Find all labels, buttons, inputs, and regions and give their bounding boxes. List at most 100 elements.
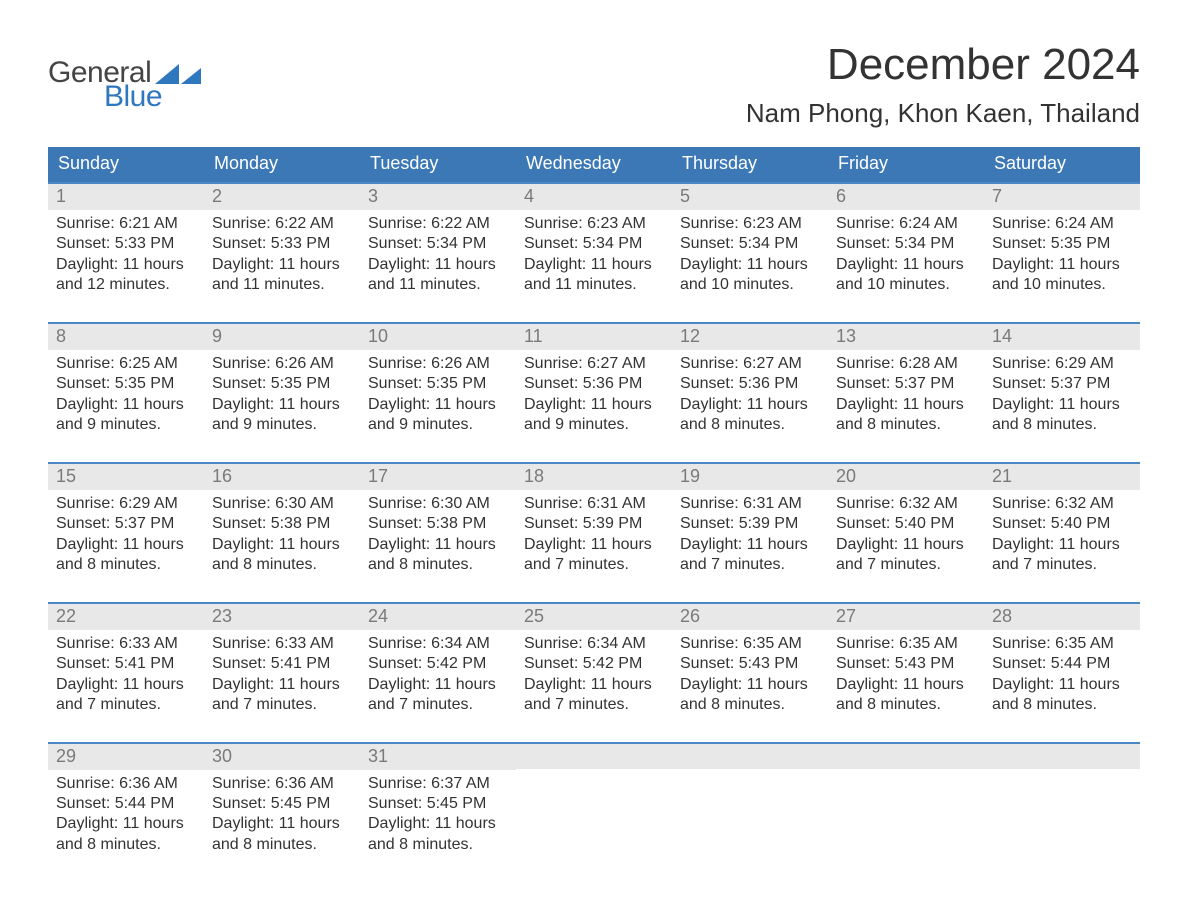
sunrise-text: Sunrise: 6:34 AM [524, 634, 664, 654]
daylight-text: Daylight: 11 hours and 9 minutes. [56, 395, 196, 436]
sunrise-text: Sunrise: 6:30 AM [368, 494, 508, 514]
day-of-week-cell: Tuesday [360, 147, 516, 182]
logo-text-line2: Blue [104, 82, 201, 112]
sunset-text: Sunset: 5:37 PM [836, 374, 976, 394]
daylight-text: Daylight: 11 hours and 7 minutes. [992, 535, 1132, 576]
sunrise-text: Sunrise: 6:22 AM [212, 214, 352, 234]
day-of-week-cell: Friday [828, 147, 984, 182]
sunrise-text: Sunrise: 6:23 AM [680, 214, 820, 234]
sunrise-text: Sunrise: 6:28 AM [836, 354, 976, 374]
calendar-day-cell: 25 Sunrise: 6:34 AMSunset: 5:42 PMDayligh… [516, 604, 672, 716]
day-details: Sunrise: 6:34 AMSunset: 5:42 PMDaylight:… [360, 630, 516, 716]
day-details: Sunrise: 6:37 AMSunset: 5:45 PMDaylight:… [360, 770, 516, 856]
daylight-text: Daylight: 11 hours and 7 minutes. [524, 675, 664, 716]
sunrise-text: Sunrise: 6:35 AM [836, 634, 976, 654]
day-details: Sunrise: 6:26 AMSunset: 5:35 PMDaylight:… [360, 350, 516, 436]
calendar-day-cell [516, 744, 672, 856]
sunset-text: Sunset: 5:36 PM [524, 374, 664, 394]
day-details: Sunrise: 6:35 AMSunset: 5:43 PMDaylight:… [672, 630, 828, 716]
daylight-text: Daylight: 11 hours and 7 minutes. [368, 675, 508, 716]
location-subtitle: Nam Phong, Khon Kaen, Thailand [746, 98, 1140, 129]
calendar-day-cell: 7Sunrise: 6:24 AMSunset: 5:35 PMDaylight… [984, 184, 1140, 296]
day-number: 31 [360, 744, 516, 770]
daylight-text: Daylight: 11 hours and 8 minutes. [836, 395, 976, 436]
daylight-text: Daylight: 11 hours and 8 minutes. [212, 535, 352, 576]
sunset-text: Sunset: 5:38 PM [368, 514, 508, 534]
daylight-text: Daylight: 11 hours and 7 minutes. [524, 535, 664, 576]
day-number: 30 [204, 744, 360, 770]
calendar-day-cell: 20Sunrise: 6:32 AMSunset: 5:40 PMDayligh… [828, 464, 984, 576]
sunset-text: Sunset: 5:42 PM [524, 654, 664, 674]
daylight-text: Daylight: 11 hours and 8 minutes. [368, 535, 508, 576]
sunrise-text: Sunrise: 6:37 AM [368, 774, 508, 794]
day-details: Sunrise: 6:35 AMSunset: 5:44 PMDaylight:… [984, 630, 1140, 716]
day-number: 29 [48, 744, 204, 770]
day-number: 23 [204, 604, 360, 630]
daylight-text: Daylight: 11 hours and 8 minutes. [836, 675, 976, 716]
calendar-day-cell: 24Sunrise: 6:34 AMSunset: 5:42 PMDayligh… [360, 604, 516, 716]
calendar-day-cell: 19Sunrise: 6:31 AMSunset: 5:39 PMDayligh… [672, 464, 828, 576]
calendar-day-cell: 11Sunrise: 6:27 AMSunset: 5:36 PMDayligh… [516, 324, 672, 436]
daylight-text: Daylight: 11 hours and 8 minutes. [56, 535, 196, 576]
day-number: 10 [360, 324, 516, 350]
sunrise-text: Sunrise: 6:25 AM [56, 354, 196, 374]
day-details: Sunrise: 6:28 AMSunset: 5:37 PMDaylight:… [828, 350, 984, 436]
day-details: Sunrise: 6:25 AMSunset: 5:35 PMDaylight:… [48, 350, 204, 436]
sunset-text: Sunset: 5:35 PM [56, 374, 196, 394]
day-details: Sunrise: 6:24 AMSunset: 5:35 PMDaylight:… [984, 210, 1140, 296]
sunset-text: Sunset: 5:35 PM [368, 374, 508, 394]
sunrise-text: Sunrise: 6:30 AM [212, 494, 352, 514]
daylight-text: Daylight: 11 hours and 8 minutes. [368, 814, 508, 855]
sunrise-text: Sunrise: 6:27 AM [680, 354, 820, 374]
sunset-text: Sunset: 5:34 PM [836, 234, 976, 254]
day-number: 14 [984, 324, 1140, 350]
sunset-text: Sunset: 5:36 PM [680, 374, 820, 394]
sunrise-text: Sunrise: 6:24 AM [992, 214, 1132, 234]
day-number: 28 [984, 604, 1140, 630]
day-details: Sunrise: 6:31 AMSunset: 5:39 PMDaylight:… [516, 490, 672, 576]
sunset-text: Sunset: 5:35 PM [992, 234, 1132, 254]
sunset-text: Sunset: 5:42 PM [368, 654, 508, 674]
daylight-text: Daylight: 11 hours and 11 minutes. [524, 255, 664, 296]
sunset-text: Sunset: 5:40 PM [836, 514, 976, 534]
sunrise-text: Sunrise: 6:36 AM [56, 774, 196, 794]
calendar-day-cell: 26Sunrise: 6:35 AMSunset: 5:43 PMDayligh… [672, 604, 828, 716]
calendar-day-cell: 31Sunrise: 6:37 AMSunset: 5:45 PMDayligh… [360, 744, 516, 856]
day-details: Sunrise: 6:27 AMSunset: 5:36 PMDaylight:… [672, 350, 828, 436]
day-number: 22 [48, 604, 204, 630]
day-number: 1 [48, 184, 204, 210]
logo-triangle-icon [155, 62, 201, 84]
sunrise-text: Sunrise: 6:31 AM [680, 494, 820, 514]
day-number [516, 744, 672, 769]
sunrise-text: Sunrise: 6:29 AM [992, 354, 1132, 374]
sunset-text: Sunset: 5:43 PM [680, 654, 820, 674]
sunrise-text: Sunrise: 6:32 AM [992, 494, 1132, 514]
day-number [828, 744, 984, 769]
sunrise-text: Sunrise: 6:29 AM [56, 494, 196, 514]
day-number: 25 [516, 604, 672, 630]
day-number: 26 [672, 604, 828, 630]
day-number: 9 [204, 324, 360, 350]
sunset-text: Sunset: 5:39 PM [524, 514, 664, 534]
calendar-day-cell: 15Sunrise: 6:29 AMSunset: 5:37 PMDayligh… [48, 464, 204, 576]
sunrise-text: Sunrise: 6:33 AM [56, 634, 196, 654]
day-number: 24 [360, 604, 516, 630]
daylight-text: Daylight: 11 hours and 9 minutes. [368, 395, 508, 436]
day-details: Sunrise: 6:23 AMSunset: 5:34 PMDaylight:… [516, 210, 672, 296]
calendar-day-cell: 18Sunrise: 6:31 AMSunset: 5:39 PMDayligh… [516, 464, 672, 576]
sunrise-text: Sunrise: 6:23 AM [524, 214, 664, 234]
day-details: Sunrise: 6:35 AMSunset: 5:43 PMDaylight:… [828, 630, 984, 716]
calendar-day-cell [828, 744, 984, 856]
sunset-text: Sunset: 5:41 PM [56, 654, 196, 674]
calendar-day-cell: 5Sunrise: 6:23 AMSunset: 5:34 PMDaylight… [672, 184, 828, 296]
calendar-day-cell: 23Sunrise: 6:33 AMSunset: 5:41 PMDayligh… [204, 604, 360, 716]
calendar-week-row: 29Sunrise: 6:36 AMSunset: 5:44 PMDayligh… [48, 742, 1140, 856]
calendar-day-cell: 17Sunrise: 6:30 AMSunset: 5:38 PMDayligh… [360, 464, 516, 576]
sunset-text: Sunset: 5:45 PM [368, 794, 508, 814]
day-of-week-cell: Monday [204, 147, 360, 182]
day-details: Sunrise: 6:23 AMSunset: 5:34 PMDaylight:… [672, 210, 828, 296]
daylight-text: Daylight: 11 hours and 9 minutes. [524, 395, 664, 436]
sunset-text: Sunset: 5:33 PM [56, 234, 196, 254]
calendar: SundayMondayTuesdayWednesdayThursdayFrid… [48, 147, 1140, 855]
sunset-text: Sunset: 5:40 PM [992, 514, 1132, 534]
